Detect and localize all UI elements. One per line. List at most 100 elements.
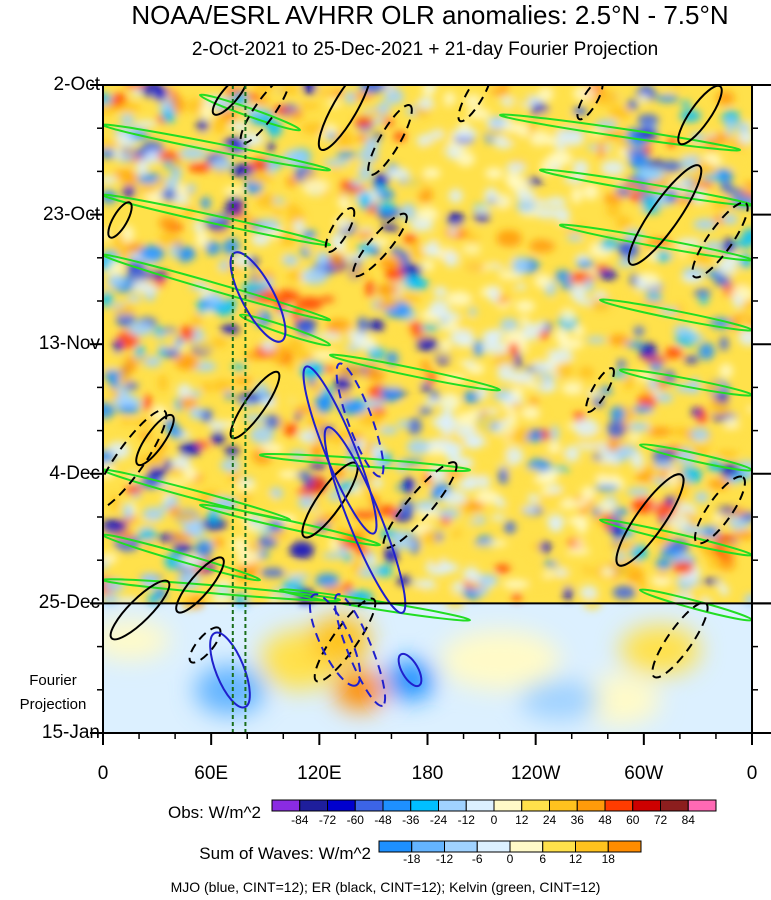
- anomaly-blob: [623, 373, 634, 391]
- anomaly-blob: [554, 328, 569, 343]
- anomaly-blob: [516, 199, 536, 213]
- anomaly-blob: [491, 514, 506, 521]
- anomaly-blob: [177, 383, 192, 399]
- anomaly-blob: [568, 515, 588, 527]
- waves_colorbar-swatch: [509, 840, 544, 853]
- anomaly-blob: [473, 340, 484, 357]
- anomaly-blob: [212, 116, 227, 134]
- anomaly-blob: [163, 458, 172, 473]
- anomaly-blob: [477, 574, 498, 587]
- anomaly-blob: [211, 337, 228, 348]
- anomaly-blob: [187, 162, 213, 173]
- anomaly-blob: [106, 274, 126, 288]
- waves_colorbar-label: 12: [568, 852, 583, 866]
- anomaly-blob: [651, 574, 671, 587]
- anomaly-blob: [131, 88, 143, 97]
- anomaly-blob: [655, 558, 672, 570]
- anomaly-blob: [143, 394, 152, 412]
- anomaly-blob: [567, 234, 583, 242]
- anomaly-blob: [521, 406, 540, 420]
- anomaly-blob: [416, 206, 438, 221]
- anomaly-blob: [469, 295, 480, 303]
- anomaly-blob: [311, 381, 323, 393]
- anomaly-blob: [399, 293, 421, 304]
- anomaly-blob: [664, 347, 683, 359]
- y-tick-label: 4-Dec: [49, 462, 100, 484]
- er-contour: [239, 85, 291, 145]
- er-contour: [103, 409, 168, 511]
- anomaly-blob: [515, 283, 527, 291]
- anomaly-blob: [160, 189, 177, 201]
- anomaly-blob: [420, 324, 440, 332]
- anomaly-blob: [256, 382, 268, 397]
- obs_colorbar-label: 60: [626, 813, 640, 827]
- anomaly-blob: [593, 484, 620, 491]
- x-tick-label: 180: [411, 763, 444, 784]
- anomaly-blob: [730, 478, 740, 485]
- anomaly-blob: [400, 203, 417, 221]
- anomaly-blob: [396, 576, 413, 586]
- anomaly-blob: [231, 363, 246, 371]
- projection-blob: [195, 665, 265, 715]
- anomaly-blob: [194, 540, 213, 558]
- anomaly-blob: [241, 282, 267, 294]
- anomaly-blob: [684, 356, 699, 364]
- anomaly-blob: [452, 580, 464, 594]
- anomaly-blob: [511, 592, 522, 602]
- anomaly-blob: [647, 426, 671, 438]
- anomaly-blob: [698, 342, 715, 360]
- anomaly-blob: [122, 185, 136, 197]
- anomaly-blob: [537, 88, 554, 102]
- obs_colorbar-label: -24: [429, 813, 448, 827]
- anomaly-blob: [599, 386, 613, 395]
- anomaly-blob: [452, 246, 465, 256]
- anomaly-blob: [561, 308, 576, 323]
- anomaly-blob: [124, 381, 139, 391]
- anomaly-blob: [423, 579, 436, 590]
- anomaly-blob: [580, 378, 591, 397]
- anomaly-blob: [509, 176, 530, 193]
- anomaly-blob: [257, 536, 278, 548]
- anomaly-blob: [493, 352, 516, 370]
- anomaly-blob: [446, 212, 465, 226]
- obs_colorbar-label: 48: [598, 813, 612, 827]
- anomaly-blob: [488, 85, 502, 90]
- anomaly-blob: [338, 365, 364, 378]
- obs_colorbar-swatch: [493, 799, 523, 812]
- anomaly-blob: [462, 474, 479, 491]
- anomaly-blob: [719, 363, 733, 379]
- anomaly-blob: [315, 573, 340, 588]
- anomaly-blob: [260, 443, 284, 454]
- anomaly-blob: [626, 487, 651, 496]
- anomaly-blob: [339, 179, 352, 190]
- anomaly-blob: [444, 251, 458, 268]
- x-tick-label: 60W: [624, 763, 664, 784]
- kelvin-contour: [238, 313, 332, 347]
- anomaly-blob: [675, 303, 684, 318]
- obs_colorbar-swatch: [660, 799, 689, 812]
- anomaly-blob: [691, 407, 702, 418]
- anomaly-blob: [429, 299, 449, 318]
- er-contour: [615, 473, 685, 567]
- anomaly-blob: [617, 559, 641, 577]
- anomaly-blob: [488, 285, 499, 303]
- anomaly-blob: [497, 364, 515, 382]
- anomaly-blob: [738, 131, 752, 145]
- anomaly-blob: [176, 183, 188, 197]
- mjo-contour: [323, 426, 407, 614]
- anomaly-blob: [367, 556, 378, 565]
- anomaly-blob: [334, 376, 352, 394]
- anomaly-blob: [330, 233, 345, 250]
- anomaly-blob: [643, 356, 668, 364]
- anomaly-blob: [462, 245, 481, 253]
- anomaly-blob: [356, 134, 369, 143]
- anomaly-blob: [352, 483, 361, 496]
- anomaly-blob: [710, 401, 730, 417]
- anomaly-blob: [632, 405, 654, 414]
- anomaly-blob: [456, 412, 477, 427]
- waves_colorbar-swatch: [476, 840, 511, 853]
- anomaly-blob: [238, 493, 253, 502]
- anomaly-blob: [713, 512, 724, 524]
- anomaly-blob: [555, 555, 569, 572]
